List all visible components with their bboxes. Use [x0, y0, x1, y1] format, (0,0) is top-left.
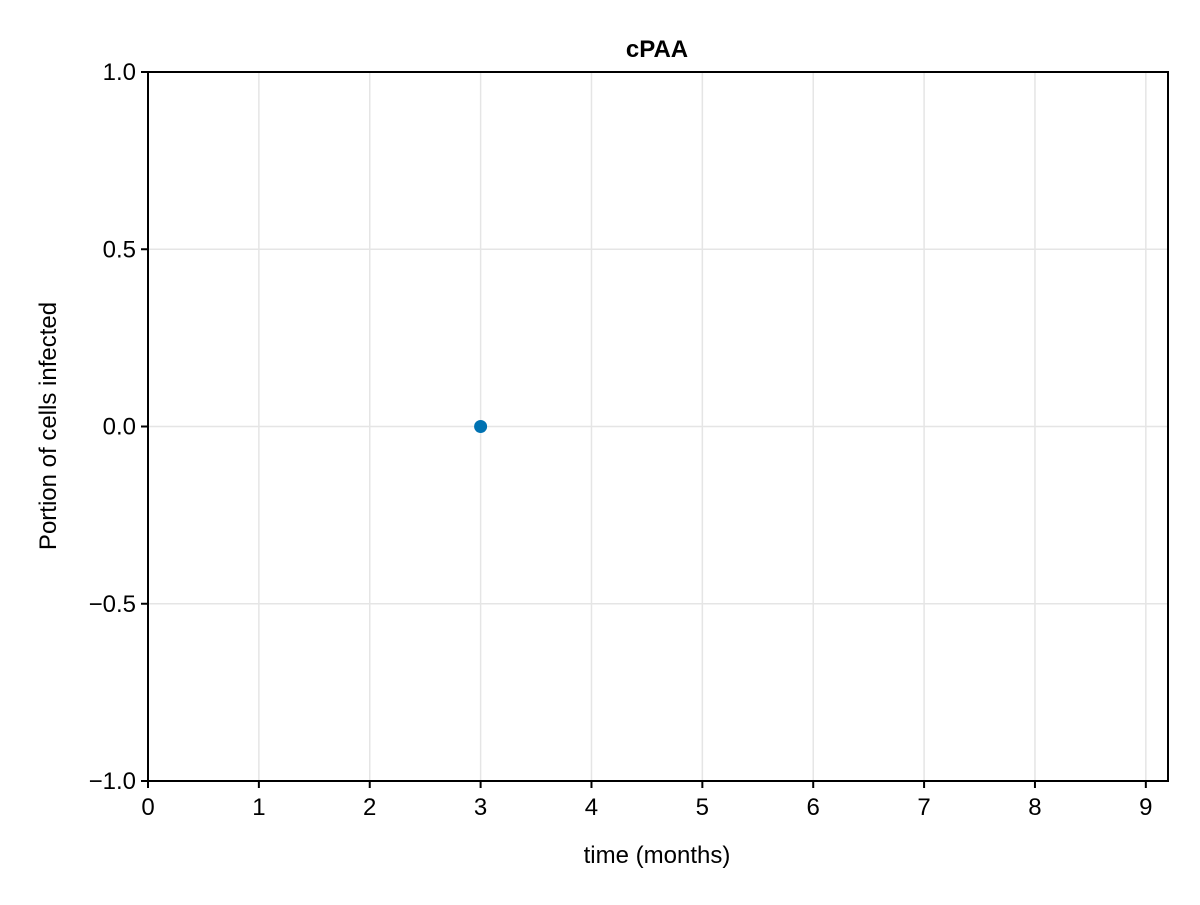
- x-tick-label: 7: [917, 794, 930, 821]
- data-points: [474, 420, 488, 433]
- x-tick-label: 5: [696, 794, 709, 821]
- y-tick-label: 0.0: [103, 414, 136, 441]
- y-tick-label: 1.0: [103, 59, 136, 86]
- x-tick-label: 2: [363, 794, 376, 821]
- y-tick-label: −1.0: [89, 768, 136, 795]
- x-tick-label: 8: [1028, 794, 1041, 821]
- x-tick-label: 6: [807, 794, 820, 821]
- x-tick-label: 4: [585, 794, 598, 821]
- y-axis-label: Portion of cells infected: [35, 302, 62, 550]
- x-tick-label: 0: [141, 794, 154, 821]
- grid-lines: [147, 71, 1168, 782]
- chart-title: cPAA: [626, 36, 688, 63]
- y-tick-label: −0.5: [89, 591, 136, 618]
- x-tick-label: 1: [252, 794, 265, 821]
- x-tick-label: 3: [474, 794, 487, 821]
- axis-ticks: 0 1 2 3 4 5 6 7 8 9 −1.0 −0.5 0.0 0.5 1.0: [89, 59, 1153, 821]
- x-axis-label: time (months): [584, 842, 731, 869]
- x-tick-label: 9: [1139, 794, 1152, 821]
- data-point: [474, 420, 488, 433]
- y-tick-label: 0.5: [103, 236, 136, 263]
